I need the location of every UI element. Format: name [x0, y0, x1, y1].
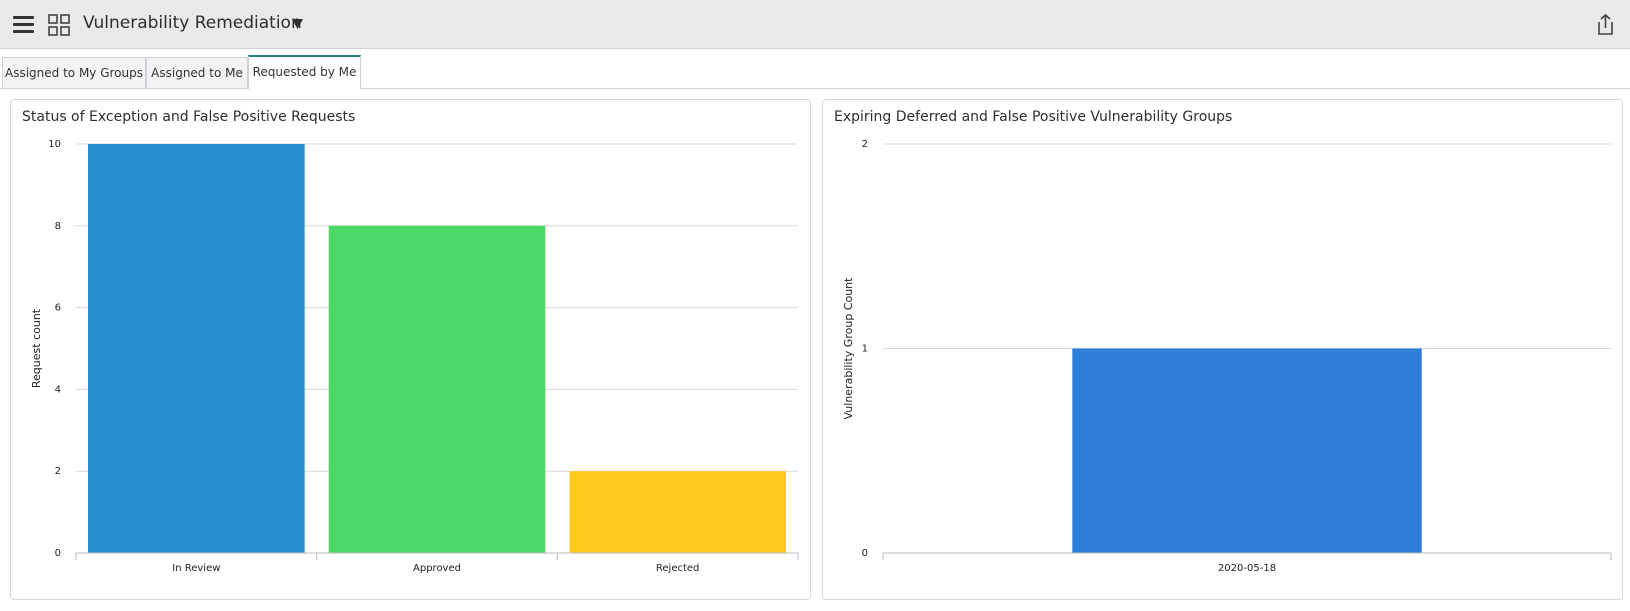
bar	[1072, 348, 1422, 553]
tab-bar: Assigned to My Groups Assigned to Me Req…	[0, 55, 1630, 89]
chart-title: Expiring Deferred and False Positive Vul…	[834, 109, 1232, 125]
tab-active[interactable]: Requested by Me	[248, 55, 361, 89]
share-icon[interactable]	[1598, 13, 1613, 35]
page-title: Vulnerability Remediation	[83, 13, 302, 33]
bar	[569, 471, 786, 553]
header: Vulnerability Remediation	[0, 0, 1630, 49]
chart-panel: Expiring Deferred and False Positive Vul…	[822, 99, 1623, 600]
chart-title: Status of Exception and False Positive R…	[22, 109, 355, 125]
header-icons	[13, 13, 1613, 36]
y-tick-label: 1	[862, 344, 868, 355]
y-tick-label: 6	[55, 303, 61, 314]
chart: Expiring Deferred and False Positive Vul…	[834, 109, 1612, 574]
y-axis-label: Vulnerability Group Count	[842, 277, 855, 420]
apps-icon[interactable]	[48, 14, 70, 36]
y-tick-label: 8	[55, 221, 61, 232]
y-tick-label: 10	[48, 139, 61, 150]
y-tick-label: 4	[55, 384, 61, 395]
y-axis-label: Request count	[30, 308, 43, 388]
bar	[88, 144, 305, 553]
x-tick-label: Approved	[413, 563, 461, 574]
x-tick-label: Rejected	[656, 563, 700, 574]
tab[interactable]: Assigned to My Groups	[2, 57, 146, 88]
y-tick-label: 2	[55, 466, 61, 477]
x-tick-label: In Review	[172, 563, 220, 574]
chart-panel: Status of Exception and False Positive R…	[10, 99, 811, 600]
tab[interactable]: Assigned to Me	[146, 57, 248, 88]
bar	[328, 225, 546, 554]
dropdown-arrow[interactable]	[292, 19, 303, 29]
y-tick-label: 0	[862, 548, 868, 559]
chart: Status of Exception and False Positive R…	[22, 109, 799, 574]
menu-icon[interactable]	[13, 16, 34, 33]
x-tick-label: 2020-05-18	[1218, 563, 1276, 574]
y-tick-label: 0	[55, 548, 61, 559]
y-tick-label: 2	[862, 139, 868, 150]
